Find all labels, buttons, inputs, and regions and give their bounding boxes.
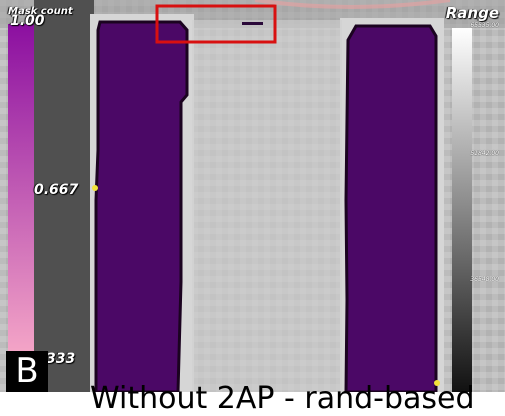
range-tick-top: 65535.00	[470, 22, 499, 29]
image-caption: Without 2AP - rand-based	[90, 381, 475, 416]
range-tick-mid: 51842.00	[470, 150, 499, 157]
mask-tick-top: 1.00	[10, 13, 45, 29]
mask-tick-mid: 0.667	[34, 182, 79, 198]
yellow-marker-right	[434, 380, 440, 386]
range-colorbar-title: Range	[445, 4, 499, 22]
range-tick-low: 36548.00	[470, 276, 499, 283]
yellow-marker-left	[92, 185, 98, 191]
red-arc	[254, 0, 451, 9]
center-region	[192, 20, 342, 392]
highlight-box	[155, 4, 277, 44]
left-mask-region	[94, 20, 189, 392]
range-colorbar-gradient	[452, 28, 472, 392]
right-mask-region	[344, 24, 438, 392]
mask-tick-bottom: 333	[46, 351, 76, 367]
panel-label: B	[6, 351, 48, 392]
small-dark-mark	[242, 22, 263, 25]
microscopy-image	[0, 0, 505, 392]
left-dark-strip	[34, 0, 94, 392]
mask-colorbar-gradient	[8, 24, 34, 362]
mask-colorbar-title: Mask count	[8, 6, 73, 17]
image-viewport: Mask count Range 1.00 0.667 333 65535.00…	[0, 0, 505, 392]
